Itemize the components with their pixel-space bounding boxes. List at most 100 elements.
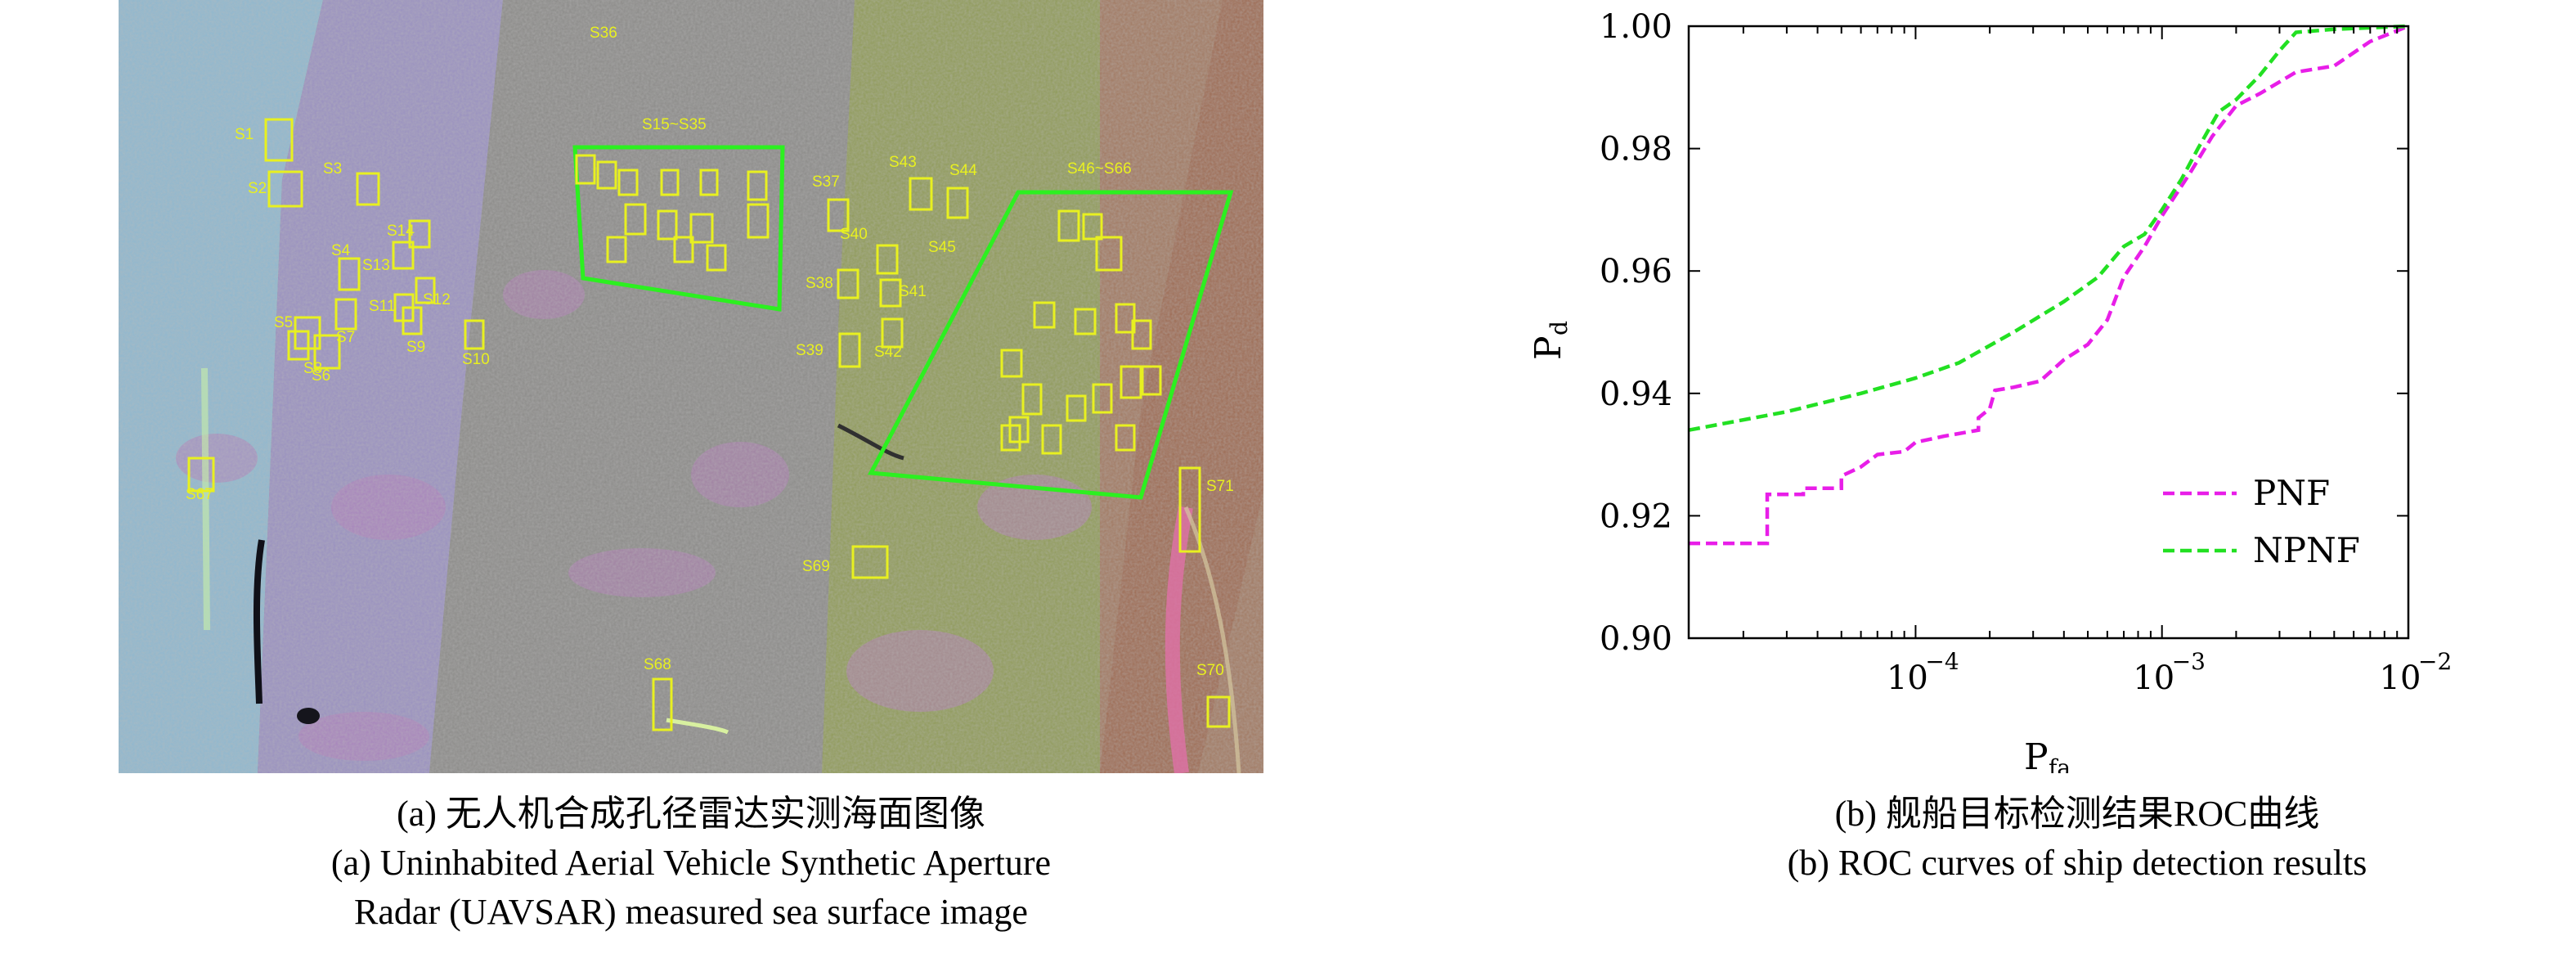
x-axis-label: P — [2024, 736, 2049, 773]
legend: PNF NPNF — [2163, 473, 2360, 570]
legend-label-pnf: PNF — [2253, 473, 2330, 513]
ship-box — [1057, 209, 1080, 242]
x-tick-label: 10 — [2380, 659, 2421, 697]
roc-chart: 0.90 0.92 0.94 0.96 0.98 1.00 10 −4 10 −3 10 −2 PNF… — [1456, 0, 2576, 781]
ship-box — [879, 278, 902, 308]
ship-label: S40 — [840, 226, 868, 243]
ship-box — [267, 170, 303, 208]
ship-box — [1021, 383, 1043, 416]
ship-box — [1095, 236, 1123, 272]
ship-label: S70 — [1196, 662, 1224, 679]
y-tick-label: 0.94 — [1600, 376, 1672, 413]
x-tick-exponent: −3 — [2172, 648, 2206, 675]
ship-label: S43 — [889, 154, 917, 171]
ship-box — [575, 154, 596, 185]
ship-label: S46~S66 — [1067, 160, 1132, 178]
ship-box — [1206, 695, 1231, 728]
ship-label: S5 — [274, 314, 293, 331]
ship-label: S41 — [899, 283, 927, 300]
ship-box — [415, 277, 436, 304]
y-tick-label: 0.96 — [1600, 253, 1672, 290]
y-axis-label-group: Pd — [1528, 321, 1573, 360]
ship-box — [187, 457, 215, 493]
ship-label: S10 — [462, 351, 490, 368]
x-tick-exponent: −2 — [2418, 648, 2452, 675]
ship-box — [338, 257, 361, 291]
ship-box — [689, 213, 714, 244]
ship-label: S9 — [406, 339, 425, 356]
left-caption: (a) 无人机合成孔径雷达实测海面图像 (a) Uninhabited Aeri… — [119, 790, 1263, 937]
sar-image-canvas: S1 S2 S3 S4 S5 S6 S7 S8 S9 S10 S11 S12 S13 S14 S15~S35… — [119, 0, 1263, 773]
ship-label: S7 — [336, 329, 355, 346]
ship-box — [287, 330, 310, 361]
ship-box — [747, 203, 770, 239]
ship-box — [747, 170, 768, 201]
ship-box — [392, 241, 415, 270]
ship-box — [1115, 303, 1136, 334]
y-tick-label: 0.90 — [1600, 620, 1672, 658]
ship-box — [1115, 424, 1136, 452]
ship-label: S2 — [248, 180, 267, 197]
ship-box — [1000, 424, 1021, 452]
ship-box — [596, 160, 617, 190]
ship-box — [1074, 308, 1097, 335]
ship-box — [876, 244, 899, 275]
y-tick-label: 1.00 — [1600, 8, 1672, 46]
y-axis-label-subscript: d — [1546, 321, 1573, 335]
ship-box — [837, 268, 859, 299]
ship-label: S38 — [806, 275, 833, 292]
ship-box — [946, 187, 969, 219]
ship-box — [1178, 466, 1201, 553]
ship-label: S4 — [331, 242, 351, 259]
ship-box — [909, 177, 933, 211]
y-axis-label: P — [1528, 335, 1569, 360]
ship-label: S71 — [1206, 478, 1234, 495]
ship-box — [1141, 365, 1162, 396]
ship-box — [652, 677, 673, 731]
x-tick-label: 10 — [2133, 659, 2174, 697]
ship-label: S3 — [323, 160, 342, 178]
ship-box — [356, 172, 380, 206]
ship-label: S13 — [362, 257, 390, 274]
ship-detection-boxes — [187, 118, 1231, 731]
ship-box — [393, 293, 415, 322]
ship-label: S42 — [874, 344, 902, 361]
ship-box — [1131, 319, 1152, 350]
ship-label: S11 — [369, 298, 395, 315]
series-line-npnf — [1688, 24, 2409, 432]
ship-box — [706, 244, 727, 272]
x-tick-exponent: −4 — [1925, 648, 1959, 675]
ship-box — [464, 319, 485, 350]
legend-label-npnf: NPNF — [2253, 530, 2360, 570]
ship-label: S37 — [812, 173, 840, 191]
ship-box — [264, 118, 294, 162]
ship-box — [408, 219, 431, 249]
ship-box — [1000, 349, 1023, 378]
ship-box — [1066, 394, 1087, 422]
ship-box — [1082, 213, 1103, 241]
ship-label: S67 — [186, 486, 213, 503]
x-tick-label: 10 — [1887, 659, 1928, 697]
ship-label: S45 — [928, 239, 956, 256]
ship-label: S8 — [303, 360, 322, 377]
ship-box — [617, 169, 639, 196]
ship-label: S44 — [949, 162, 977, 179]
ship-box — [1120, 365, 1142, 399]
ship-label: S14 — [387, 223, 415, 240]
ship-box — [881, 317, 904, 349]
ship-label: S36 — [590, 25, 617, 42]
ship-box — [313, 334, 341, 370]
right-caption: (b) 舰船目标检测结果ROC曲线 (b) ROC curves of ship… — [1578, 790, 2576, 888]
left-caption-line1: (a) 无人机合成孔径雷达实测海面图像 — [397, 794, 985, 834]
ship-label: S12 — [423, 291, 451, 308]
ship-box — [827, 198, 850, 232]
sar-image: S1 S2 S3 S4 S5 S6 S7 S8 S9 S10 S11 S12 S13 S14 S15~S35… — [119, 0, 1263, 773]
plot-frame — [1687, 25, 2410, 640]
ship-box — [1033, 301, 1056, 329]
ship-box — [334, 298, 357, 331]
ship-box — [851, 545, 889, 579]
ship-box — [1041, 424, 1062, 455]
ship-box — [1092, 383, 1113, 414]
ship-box — [657, 209, 678, 241]
